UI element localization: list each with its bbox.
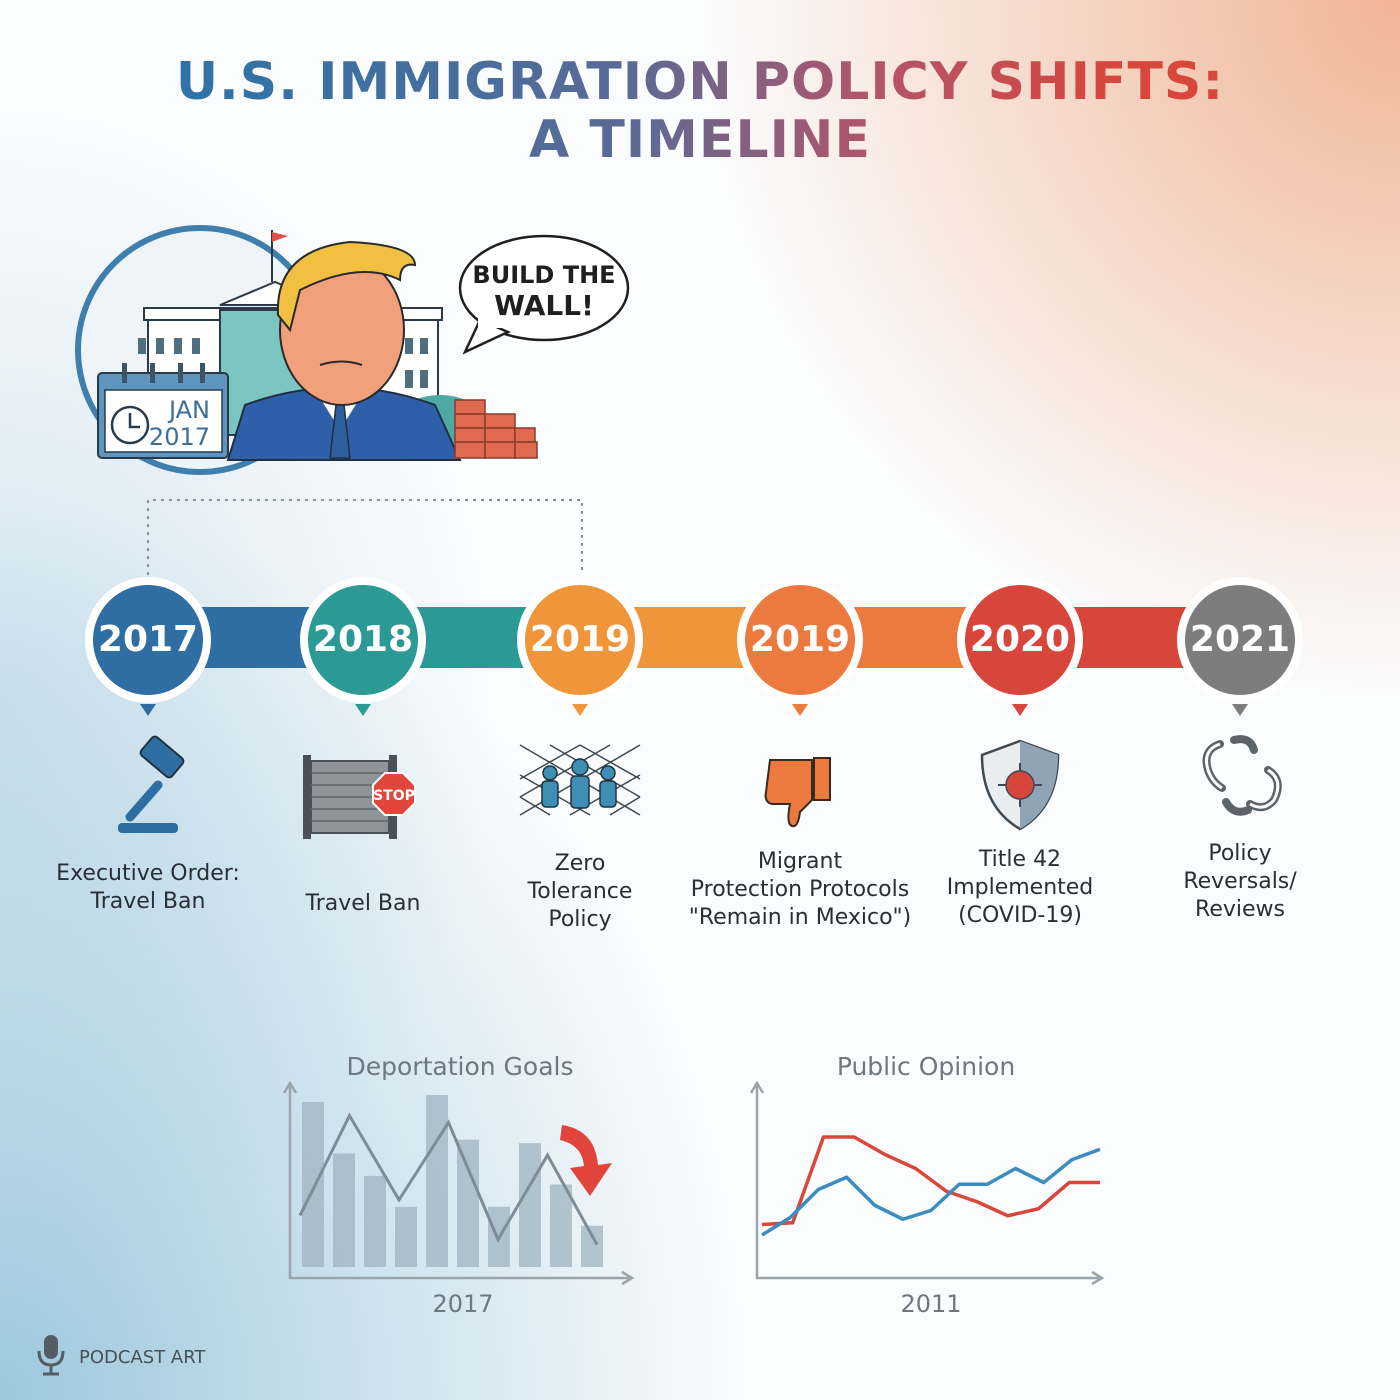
bar	[302, 1101, 324, 1267]
thumbs-down-icon	[764, 757, 831, 828]
bar	[364, 1175, 386, 1267]
opinion-chart-xlabel: 2011	[900, 1290, 962, 1318]
bar	[426, 1095, 448, 1267]
pointer-icon	[572, 704, 588, 716]
milestone-circle-2020[interactable]	[965, 585, 1075, 695]
pointer-icon	[1232, 704, 1248, 716]
milestone-label-line: Migrant	[757, 849, 843, 874]
shield-virus-icon	[980, 739, 1060, 831]
milestone-label-line: Reversals/	[1183, 869, 1297, 894]
milestone-label: Title 42 Implemented (COVID-19)	[900, 846, 1140, 930]
milestone-circle-2019[interactable]	[525, 585, 635, 695]
milestone-circle-2021[interactable]	[1185, 585, 1295, 695]
milestone-label: Travel Ban	[243, 890, 483, 918]
milestone-label-line: Zero	[554, 851, 606, 876]
microphone-icon	[37, 1335, 65, 1376]
dotted-connector	[147, 499, 583, 575]
bar	[457, 1139, 479, 1267]
milestone-year: 2017	[97, 619, 199, 660]
milestone-year: 2021	[1189, 619, 1291, 660]
y-axis-arrow-icon	[282, 1080, 298, 1094]
milestone-label-line: Policy	[548, 907, 612, 932]
milestone-circle-2018[interactable]	[308, 585, 418, 695]
calendar-icon: JAN 2017	[97, 363, 229, 459]
title-line-2: A TIMELINE	[0, 110, 1400, 170]
down-arrow-icon	[560, 1125, 612, 1196]
title-line-1: U.S. IMMIGRATION POLICY SHIFTS:	[0, 52, 1400, 112]
illustration: JAN 2017 BUILD THE WALL!	[75, 225, 630, 475]
milestone-label-line: Reviews	[1195, 897, 1285, 922]
milestone-circle-2019[interactable]	[745, 585, 855, 695]
broken-chain-icon	[1202, 735, 1282, 816]
milestone-label-line: Travel Ban	[90, 889, 206, 914]
chart-axes	[755, 1083, 1102, 1280]
svg-text:STOP: STOP	[373, 788, 415, 804]
milestone-year: 2019	[749, 619, 851, 660]
milestone-circle-2017[interactable]	[93, 585, 203, 695]
milestone-label: Migrant Protection Protocols "Remain in Me…	[680, 848, 920, 932]
speech-line-2: WALL!	[494, 289, 594, 322]
gavel-icon	[118, 735, 185, 833]
milestone-label-line: "Remain in Mexico")	[688, 905, 912, 930]
x-axis-arrow-icon	[1091, 1270, 1105, 1286]
politician-caricature	[226, 240, 462, 461]
opinion-series-line-2	[761, 1147, 1101, 1237]
chart-axes	[288, 1083, 632, 1280]
milestone-label-line: Implemented	[946, 875, 1094, 900]
bar	[395, 1206, 417, 1267]
pointer-icon	[792, 704, 808, 716]
speech-bubble: BUILD THE WALL!	[458, 234, 630, 355]
footer-label: PODCAST ART	[79, 1347, 206, 1368]
milestone-label: Policy Reversals/Reviews	[1120, 840, 1360, 924]
bar	[333, 1153, 355, 1267]
milestone-label-line: Executive Order:	[56, 861, 240, 886]
milestone-label-line: Protection Protocols	[690, 877, 910, 902]
milestone-label-line: Tolerance	[527, 879, 633, 904]
milestone-label-line: Travel Ban	[305, 891, 421, 916]
bar	[519, 1143, 541, 1267]
milestone-year: 2018	[312, 619, 414, 660]
calendar-month: JAN	[167, 396, 210, 424]
calendar-year: 2017	[149, 423, 210, 451]
x-axis-arrow-icon	[621, 1270, 635, 1286]
fence-family-icon	[519, 744, 641, 816]
milestone-label: Zero Tolerance Policy	[460, 850, 700, 934]
milestone-year: 2019	[529, 619, 631, 660]
speech-line-1: BUILD THE	[472, 261, 615, 289]
milestone-year: 2020	[969, 619, 1071, 660]
bar	[550, 1184, 572, 1267]
milestone-label-line: Title 42	[978, 847, 1062, 872]
pointer-icon	[1012, 704, 1028, 716]
deportation-chart-xlabel: 2017	[432, 1290, 494, 1318]
opinion-series-line-1	[761, 1135, 1100, 1227]
trend-line	[298, 1112, 599, 1246]
milestone-label-line: (COVID-19)	[958, 903, 1082, 928]
brick-wall-icon	[454, 399, 538, 459]
pointer-icon	[140, 704, 156, 716]
y-axis-arrow-icon	[749, 1080, 765, 1094]
milestone-label-line: Policy	[1208, 841, 1272, 866]
bar	[581, 1225, 603, 1267]
wall-stop-sign-icon: STOP	[303, 755, 416, 839]
pointer-icon	[355, 704, 371, 716]
milestone-label: Executive Order: Travel Ban	[28, 860, 268, 916]
deportation-chart-title: Deportation Goals	[346, 1052, 574, 1081]
opinion-chart-title: Public Opinion	[836, 1052, 1016, 1081]
